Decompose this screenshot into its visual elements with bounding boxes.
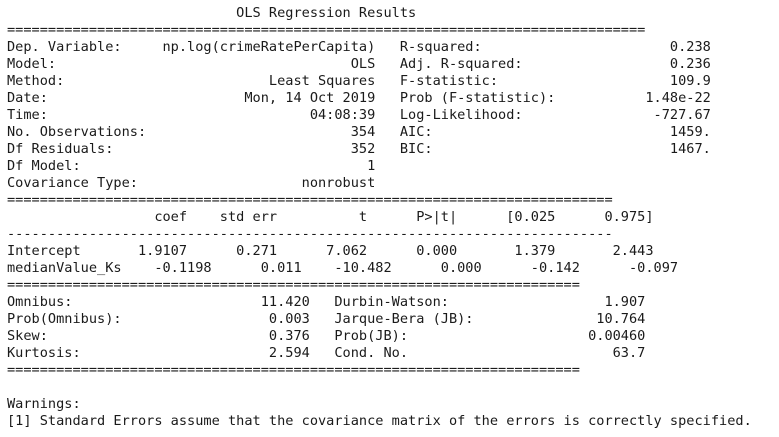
summary-row-df-model: Df Model: 1 xyxy=(7,158,711,174)
summary-title: OLS Regression Results xyxy=(7,5,646,21)
diagnostics-row-kurtosis: Kurtosis: 2.594 Cond. No. 63.7 xyxy=(7,345,646,361)
ols-regression-output: OLS Regression Results =================… xyxy=(7,5,752,430)
coef-table-row-median-value: medianValue_Ks -0.1198 0.011 -10.482 0.0… xyxy=(7,260,679,276)
separator-rule-dashed: ----------------------------------------… xyxy=(7,226,613,242)
diagnostics-row-skew: Skew: 0.376 Prob(JB): 0.00460 xyxy=(7,328,646,344)
summary-row-covariance-type: Covariance Type: nonrobust xyxy=(7,175,711,191)
summary-row-dep-variable: Dep. Variable: np.log(crimeRatePerCapita… xyxy=(7,39,711,55)
summary-row-df-residuals: Df Residuals: 352 BIC: 1467. xyxy=(7,141,711,157)
summary-row-method: Method: Least Squares F-statistic: 109.9 xyxy=(7,73,711,89)
warnings-heading: Warnings: xyxy=(7,396,81,412)
warning-item: [1] Standard Errors assume that the cova… xyxy=(7,413,752,429)
coef-table-row-intercept: Intercept 1.9107 0.271 7.062 0.000 1.379… xyxy=(7,243,654,259)
separator-rule: ========================================… xyxy=(7,192,613,208)
summary-row-time: Time: 04:08:39 Log-Likelihood: -727.67 xyxy=(7,107,711,123)
summary-row-model: Model: OLS Adj. R-squared: 0.236 xyxy=(7,56,711,72)
blank-line xyxy=(7,379,752,396)
separator-rule: ========================================… xyxy=(7,362,580,378)
coef-table-header: coef std err t P>|t| [0.025 0.975] xyxy=(7,209,654,225)
separator-rule: ========================================… xyxy=(7,277,580,293)
diagnostics-row-prob-omnibus: Prob(Omnibus): 0.003 Jarque-Bera (JB): 1… xyxy=(7,311,646,327)
separator-rule: ========================================… xyxy=(7,22,646,38)
diagnostics-row-omnibus: Omnibus: 11.420 Durbin-Watson: 1.907 xyxy=(7,294,646,310)
summary-row-observations: No. Observations: 354 AIC: 1459. xyxy=(7,124,711,140)
summary-row-date: Date: Mon, 14 Oct 2019 Prob (F-statistic… xyxy=(7,90,711,106)
